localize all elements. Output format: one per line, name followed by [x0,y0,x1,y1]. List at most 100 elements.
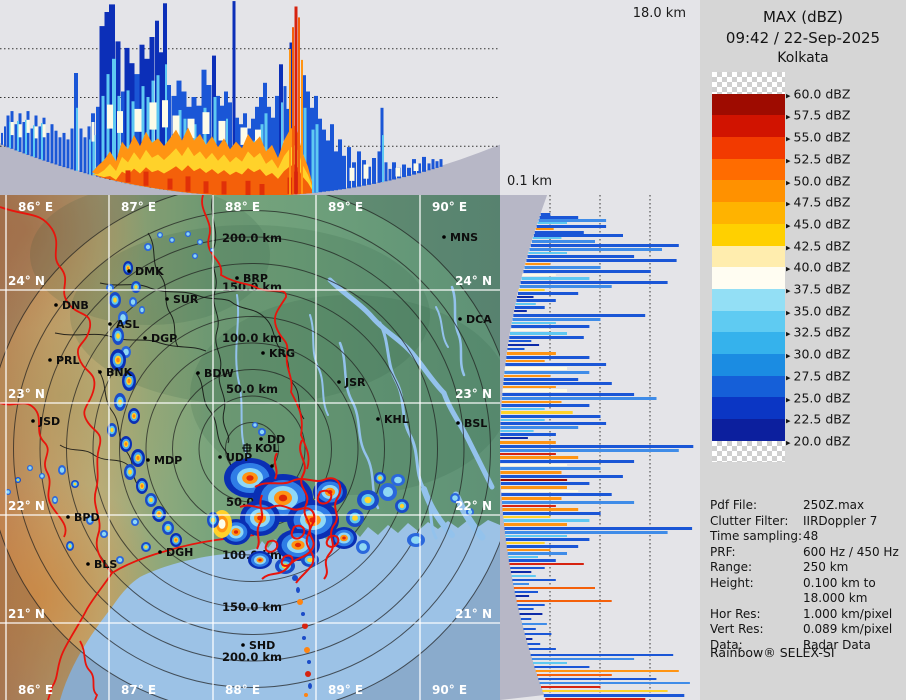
max-reflectivity-side-bars [500,213,694,700]
colorbar-tick-label: ▸ 50.0 dBZ [786,173,851,188]
radar-site-marker: KOL [242,442,279,455]
station-marker: PRL [48,354,80,367]
station-marker: DCA [458,313,492,326]
metadata-label: Pdf File: [710,498,758,512]
dbz-colorbar [712,72,785,463]
station-marker: MDP [146,454,182,467]
station-marker: UDP [218,451,252,464]
metadata-label: Hor Res: [710,606,761,621]
district-boundaries [54,195,305,488]
software-brand: Rainbow® SELEX-SI [710,645,835,660]
tick-arrow-icon: ▸ [786,395,791,405]
svg-text:DNB: DNB [62,299,89,312]
svg-text:KHL: KHL [384,413,409,426]
tick-arrow-icon: ▸ [786,329,791,340]
metadata-value: Radar Data [803,637,871,652]
metadata-label: PRF: [710,544,736,559]
svg-text:89° E: 89° E [328,200,363,214]
tick-arrow-icon: ▸ [786,351,791,362]
svg-text:BDW: BDW [204,367,234,380]
colorbar-band [712,245,785,268]
colorbar-tick-label: ▸ 60.0 dBZ [786,86,851,102]
colorbar-band [712,310,785,333]
metadata-value: 600 Hz / 450 Hz [803,544,899,559]
tick-arrow-icon: ▸ [786,112,791,123]
metadata-row: Data: Radar Data [710,638,902,654]
metadata-label: Clutter Filter: [710,513,789,528]
metadata-label: Height: [710,575,754,590]
svg-text:87° E: 87° E [121,683,156,697]
colorbar-tick-label: ▸ 55.0 dBZ [786,129,851,145]
axis-corner: 18.0 km 0.1 km [500,0,700,195]
tick-arrow-icon: ▸ [786,156,791,167]
station-marker [270,464,274,468]
city-ward-boundaries [239,439,342,584]
svg-text:22° N: 22° N [8,499,45,513]
svg-text:88° E: 88° E [225,200,260,214]
svg-text:86° E: 86° E [18,683,53,697]
svg-text:200.0 km: 200.0 km [222,231,282,245]
metadata-value: IIRDoppler 7 [803,513,878,528]
metadata-row: Vert Res: 0.089 km/pixel [710,622,902,638]
colorbar-tick-label: ▸ 20.0 dBZ [786,433,851,449]
station-marker: JSD [31,415,60,428]
colorbar-tick-label: ▸ 22.5 dBZ [786,411,851,427]
svg-text:50.0 km: 50.0 km [226,382,278,396]
out-of-range-dim [0,195,500,700]
colorbar-band [712,137,785,159]
product-metadata: Pdf File: 250Z.max Clutter Filter: IIRDoppl… [710,498,902,653]
svg-text:86° E: 86° E [18,200,53,214]
svg-text:200.0 km: 200.0 km [222,650,282,664]
colorbar-tick-label: ▸ 27.5 dBZ [786,368,851,384]
station-marker: BPD [66,511,100,524]
station-marker: JSR [337,376,366,389]
latlon-labels: 86° E 86° E 87° E 87° E 88° E 88° E 89° E 89° E… [8,200,492,697]
tick-arrow-icon: ▸ [786,199,791,210]
colorbar-tick-label: ▸ 25.0 dBZ [786,390,851,405]
svg-text:88° E: 88° E [225,683,260,697]
tick-arrow-icon: ▸ [786,416,791,427]
colorbar-band [712,440,785,463]
svg-text:KOL: KOL [255,442,279,455]
state-boundaries [0,195,310,700]
colorbar-tick-label: ▸ 30.0 dBZ [786,346,851,362]
colorbar-tick-label: ▸ 42.5 dBZ [786,238,851,254]
station-marker: KRG [261,347,295,360]
colorbar-band [712,332,785,354]
station-marker: BSL [456,417,487,430]
metadata-label: Data: [710,637,743,652]
tick-arrow-icon: ▸ [786,91,791,102]
station-marker: KHL [376,413,409,426]
svg-text:DGP: DGP [151,332,177,345]
station-marker: DMK [127,265,164,278]
svg-text:BSL: BSL [464,417,487,430]
tick-arrow-icon: ▸ [786,264,791,275]
metadata-label: Time sampling: [710,529,803,543]
metadata-row: Range: 250 km [710,560,902,576]
svg-text:DGH: DGH [166,546,193,559]
colorbar-tick-label: ▸ 45.0 dBZ [786,216,851,232]
svg-text:BNK: BNK [106,366,133,379]
range-rings [0,195,500,700]
svg-text:ASL: ASL [116,318,139,331]
svg-text:DMK: DMK [135,265,164,278]
station-marker: DGP [143,332,177,345]
colorbar-band [712,202,785,224]
svg-text:24° N: 24° N [8,274,45,288]
colorbar-band [712,180,785,203]
svg-text:BLS: BLS [94,558,117,571]
station-marker: MNS [442,231,478,244]
metadata-value: 0.089 km/pixel [803,622,893,636]
svg-text:JSR: JSR [344,376,366,389]
svg-text:PRL: PRL [56,354,80,367]
svg-text:BRP: BRP [243,272,268,285]
svg-text:KRG: KRG [269,347,295,360]
sea-area [60,520,500,700]
svg-text:89° E: 89° E [328,683,363,697]
svg-text:21° N: 21° N [455,607,492,621]
tick-arrow-icon: ▸ [786,286,791,297]
tick-arrow-icon: ▸ [786,221,791,232]
earth-curvature-side [500,195,548,700]
svg-text:SUR: SUR [173,293,199,306]
